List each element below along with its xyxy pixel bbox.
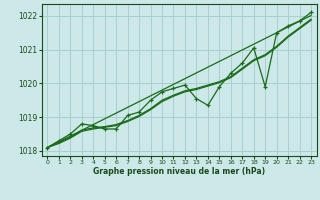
X-axis label: Graphe pression niveau de la mer (hPa): Graphe pression niveau de la mer (hPa) [93,167,265,176]
